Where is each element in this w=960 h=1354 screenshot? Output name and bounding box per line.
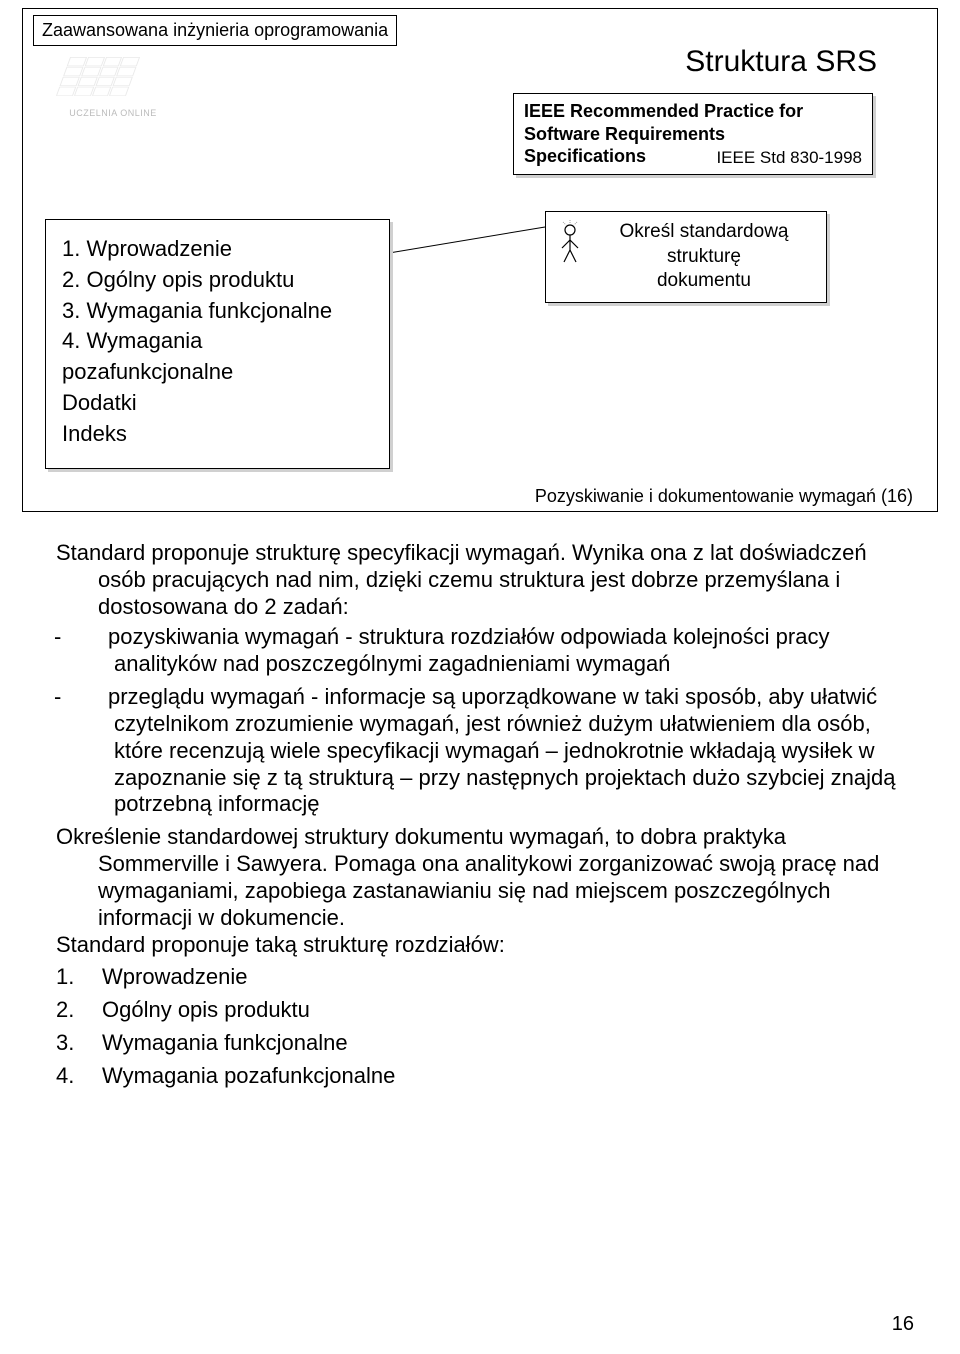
callout-line1: Określ standardową strukturę <box>620 221 789 267</box>
outline-item-6: Indeks <box>62 419 373 450</box>
slide-footer: Pozyskiwanie i dokumentowanie wymagań (1… <box>535 486 913 507</box>
logo-grid-icon <box>56 57 140 96</box>
person-idea-icon <box>554 218 586 264</box>
outline-item-3: 3. Wymagania funkcjonalne <box>62 296 373 327</box>
outline-item-4: 4. Wymagania pozafunkcjonalne <box>62 326 373 388</box>
logo-caption: UCZELNIA ONLINE <box>63 108 163 118</box>
paragraph-2: Określenie standardowej struktury dokume… <box>56 824 904 931</box>
numbered-list: Wprowadzenie Ogólny opis produktu Wymaga… <box>56 964 904 1089</box>
callout-box: Określ standardową strukturę dokumentu <box>545 211 827 303</box>
logo: UCZELNIA ONLINE <box>63 49 163 129</box>
dash-item-1: pozyskiwania wymagań - struktura rozdzia… <box>56 624 904 678</box>
outline-item-2: 2. Ogólny opis produktu <box>62 265 373 296</box>
num-item-3: Wymagania funkcjonalne <box>56 1030 904 1057</box>
outline-item-5: Dodatki <box>62 388 373 419</box>
ieee-line1: IEEE Recommended Practice for <box>524 101 803 121</box>
paragraph-1: Standard proponuje strukturę specyfikacj… <box>56 540 904 620</box>
slide-header-box: Zaawansowana inżynieria oprogramowania <box>33 15 397 46</box>
callout-line2: dokumentu <box>657 270 751 291</box>
ieee-line2: Software Requirements <box>524 124 725 144</box>
num-item-2: Ogólny opis produktu <box>56 997 904 1024</box>
page-number: 16 <box>892 1313 914 1336</box>
slide-container: Zaawansowana inżynieria oprogramowania U… <box>22 8 938 512</box>
num-item-4: Wymagania pozafunkcjonalne <box>56 1063 904 1090</box>
num-item-1: Wprowadzenie <box>56 964 904 991</box>
slide-title: Struktura SRS <box>685 45 877 79</box>
outline-box: 1. Wprowadzenie 2. Ogólny opis produktu … <box>45 219 390 469</box>
dash-list: pozyskiwania wymagań - struktura rozdzia… <box>56 624 904 818</box>
ieee-box: IEEE Recommended Practice for Software R… <box>513 93 873 175</box>
outline-item-1: 1. Wprowadzenie <box>62 234 373 265</box>
callout-connector-icon <box>389 209 549 269</box>
dash-item-2: przeglądu wymagań - informacje są uporzą… <box>56 684 904 818</box>
paragraph-3: Standard proponuje taką strukturę rozdzi… <box>56 932 904 959</box>
slide-header-label: Zaawansowana inżynieria oprogramowania <box>42 20 388 40</box>
body-text: Standard proponuje strukturę specyfikacj… <box>56 540 904 1090</box>
ieee-line3: Specifications <box>524 146 646 166</box>
ieee-std: IEEE Std 830-1998 <box>716 147 862 168</box>
